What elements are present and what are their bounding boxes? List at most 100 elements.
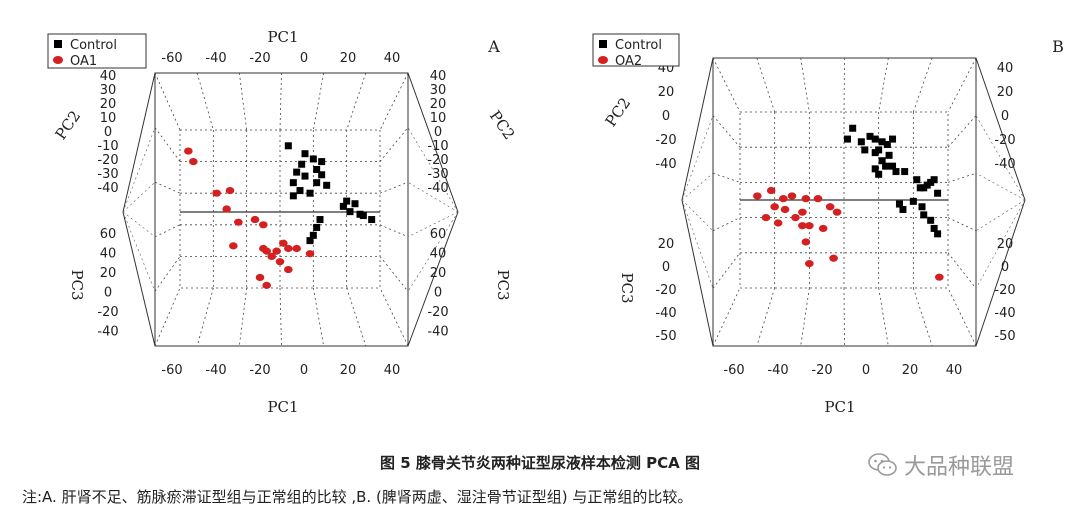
pc2-tick-label: -30: [427, 167, 448, 182]
case-point: [773, 219, 783, 227]
control-point: [309, 155, 317, 163]
case-point: [829, 254, 838, 262]
pc2-tick-label: -10: [427, 139, 448, 154]
grid-line: [800, 287, 810, 347]
case-point: [825, 203, 835, 211]
pc1-tick-label: -20: [811, 363, 832, 378]
left-wall-edge: [681, 57, 714, 347]
grid-line: [681, 172, 714, 201]
pc1-tick-label: 40: [384, 51, 401, 66]
pc2-tick-label: 30: [100, 83, 117, 98]
pc3-tick-label: 0: [1001, 260, 1009, 275]
case-point: [262, 281, 271, 289]
legend-box: [47, 33, 147, 69]
control-point: [885, 151, 893, 159]
control-point: [930, 224, 938, 232]
case-point: [801, 195, 811, 203]
control-point: [318, 158, 326, 166]
grid-line: [346, 72, 367, 131]
case-point: [292, 244, 301, 253]
figure-note: 注:A. 肝肾不足、筋脉瘀滞证型组与正常组的比较 ,B. (脾肾两虚、湿注骨节证…: [22, 488, 693, 506]
depth-edge: [712, 57, 741, 113]
grid-line: [379, 224, 409, 238]
grid-line: [122, 181, 156, 213]
case-point: [798, 222, 807, 230]
pc2-tick-label: 0: [1001, 109, 1009, 124]
control-point: [861, 146, 869, 154]
legend-marker-control: [54, 40, 62, 48]
pc1-tick-label: 0: [300, 363, 308, 378]
grid-line: [912, 57, 933, 113]
case-point: [761, 214, 771, 222]
case-point: [805, 222, 814, 230]
control-point: [359, 212, 367, 220]
pc1-tick-label: -40: [205, 363, 226, 378]
inner-grid-frame: [739, 111, 949, 289]
control-point: [313, 166, 321, 173]
case-point: [234, 218, 243, 226]
case-point: [250, 215, 260, 224]
grid-line: [878, 287, 889, 347]
grid-line: [312, 72, 325, 131]
pc2-axis-title: PC2: [602, 94, 635, 130]
control-point: [878, 138, 886, 146]
control-point: [918, 203, 926, 211]
control-point: [296, 187, 304, 195]
legend-label: OA1: [70, 54, 97, 69]
grid-line: [312, 287, 325, 347]
pc3-tick-label: -50: [994, 329, 1015, 344]
pc3-tick-label: -40: [655, 306, 676, 321]
control-point: [306, 237, 314, 245]
control-point: [284, 142, 292, 150]
pc2-tick-label: -30: [97, 167, 118, 182]
case-point: [259, 221, 268, 229]
grid-line: [843, 57, 845, 113]
control-point: [843, 135, 851, 143]
case-point: [787, 192, 797, 200]
grid-line: [712, 252, 741, 289]
inner-grid-frame: [179, 129, 381, 289]
grid-line: [379, 181, 409, 194]
control-point: [913, 176, 921, 184]
case-point: [779, 195, 788, 203]
control-point: [889, 135, 897, 143]
control-point: [920, 211, 928, 219]
case-point: [284, 244, 293, 253]
grid-line: [912, 287, 933, 347]
grid-line: [800, 57, 810, 113]
grid-line: [712, 115, 741, 148]
grid-line: [154, 181, 181, 194]
panel-label: A: [487, 37, 500, 56]
pc2-tick-label: -40: [655, 157, 676, 172]
pc2-tick-label: 10: [430, 111, 447, 126]
control-point: [883, 140, 891, 148]
control-point: [309, 231, 317, 239]
case-point: [305, 250, 315, 258]
control-point: [339, 202, 347, 210]
grid-line: [947, 115, 977, 148]
pc1-tick-label: -20: [249, 51, 270, 66]
grid-line: [843, 287, 845, 347]
plot-frame: [154, 72, 409, 347]
pc1-tick-label: -20: [249, 363, 270, 378]
pc2-tick-label: -20: [427, 153, 448, 168]
control-point: [909, 197, 917, 205]
case-point: [813, 195, 823, 203]
pc2-tick-label: -10: [97, 139, 118, 154]
case-point: [770, 203, 779, 211]
pc1-tick-label: -60: [161, 51, 182, 66]
pc2-tick-label: 20: [997, 85, 1014, 100]
pc2-tick-label: 0: [662, 109, 670, 124]
case-point: [184, 147, 193, 155]
pc1-tick-label: 0: [300, 51, 308, 66]
case-point: [222, 205, 231, 213]
pc2-tick-label: 20: [100, 97, 117, 112]
pc2-tick-label: 0: [434, 125, 442, 140]
control-point: [318, 171, 326, 179]
pc1-tick-label: -60: [723, 363, 744, 378]
grid-line: [681, 199, 714, 289]
control-point: [934, 189, 942, 197]
pc1-tick-label: 40: [384, 363, 401, 378]
plot-frame: [712, 57, 977, 347]
